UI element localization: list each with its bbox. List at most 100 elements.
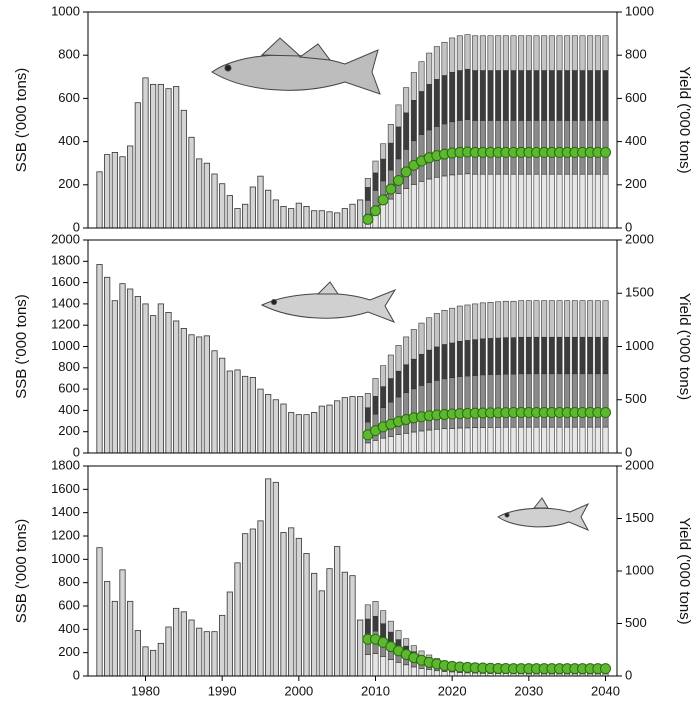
projection-segment xyxy=(487,173,494,229)
projection-segment xyxy=(433,670,440,677)
y-axis-label: SSB ('000 tons) xyxy=(13,68,30,173)
projection-segment xyxy=(587,373,594,428)
projection-segment xyxy=(479,35,486,71)
projection-segment xyxy=(579,373,586,428)
projection-segment xyxy=(579,336,586,375)
projection-segment xyxy=(594,35,601,71)
ssb-bar xyxy=(326,404,333,454)
ssb-bar xyxy=(134,296,141,454)
y-tick-label: 200 xyxy=(58,644,80,659)
projection-segment xyxy=(403,336,410,366)
projection-segment xyxy=(372,172,379,191)
projection-segment xyxy=(495,374,502,428)
y2-tick-label: 2000 xyxy=(625,457,654,472)
projection-segment xyxy=(548,35,555,71)
projection-segment xyxy=(364,442,371,454)
projection-segment xyxy=(441,378,448,430)
x-tick-label: 2010 xyxy=(361,683,390,698)
yield-point xyxy=(370,205,381,217)
y-tick-label: 600 xyxy=(58,90,80,105)
ssb-bar xyxy=(280,532,287,677)
projection-segment xyxy=(372,601,379,617)
projection-segment xyxy=(548,426,555,454)
projection-segment xyxy=(564,336,571,375)
projection-segment xyxy=(395,126,402,160)
projection-segment xyxy=(594,173,601,229)
projection-segment xyxy=(410,184,417,229)
x-tick-label: 1990 xyxy=(208,683,237,698)
projection-segment xyxy=(426,52,433,85)
yield-point xyxy=(377,194,389,206)
projection-segment xyxy=(541,70,548,121)
projection-segment xyxy=(456,340,463,377)
ssb-bar xyxy=(257,520,264,677)
projection-segment xyxy=(548,70,555,121)
y2-tick-label: 0 xyxy=(625,444,632,459)
ssb-bar xyxy=(234,562,241,677)
ssb-bar xyxy=(326,211,333,229)
ssb-bar xyxy=(341,397,348,454)
projection-segment xyxy=(510,70,517,121)
y-axis-label: SSB ('000 tons) xyxy=(13,294,30,399)
ssb-bar xyxy=(173,607,180,677)
projection-segment xyxy=(479,173,486,229)
projection-segment xyxy=(403,638,410,647)
projection-segment xyxy=(456,376,463,429)
projection-segment xyxy=(364,393,371,409)
ssb-bar xyxy=(150,649,157,677)
projection-segment xyxy=(556,173,563,229)
ssb-bar xyxy=(111,151,118,229)
projection-segment xyxy=(426,317,433,351)
projection-segment xyxy=(456,427,463,454)
ssb-bar xyxy=(357,619,364,677)
ssb-bar xyxy=(334,400,341,454)
projection-segment xyxy=(441,671,448,677)
y-tick-label: 1000 xyxy=(51,3,80,18)
yield-point xyxy=(600,663,611,675)
y-tick-label: 800 xyxy=(58,47,80,62)
projection-segment xyxy=(395,396,402,435)
projection-segment xyxy=(525,70,532,121)
projection-segment xyxy=(487,302,494,339)
projection-segment xyxy=(380,143,387,160)
projection-segment xyxy=(418,322,425,355)
y2-tick-label: 600 xyxy=(625,90,647,105)
projection-segment xyxy=(380,204,387,229)
y2-tick-label: 1000 xyxy=(625,3,654,18)
ssb-bar xyxy=(96,264,103,454)
projection-segment xyxy=(564,173,571,229)
projection-segment xyxy=(449,71,456,123)
y-tick-label: 1400 xyxy=(51,295,80,310)
projection-segment xyxy=(449,428,456,454)
projection-segment xyxy=(556,35,563,71)
projection-segment xyxy=(556,300,563,338)
projection-segment xyxy=(487,338,494,375)
projection-segment xyxy=(487,374,494,428)
y2-tick-label: 500 xyxy=(625,615,647,630)
projection-segment xyxy=(456,305,463,342)
y-tick-label: 1000 xyxy=(51,551,80,566)
projection-segment xyxy=(441,428,448,454)
projection-segment xyxy=(456,672,463,677)
x-tick-label: 2040 xyxy=(591,683,620,698)
projection-segment xyxy=(479,302,486,340)
projection-segment xyxy=(472,173,479,229)
projection-segment xyxy=(479,427,486,454)
ssb-bar xyxy=(104,581,111,677)
projection-segment xyxy=(487,35,494,71)
ssb-bar xyxy=(272,481,279,677)
y2-tick-label: 500 xyxy=(625,391,647,406)
projection-segment xyxy=(364,187,371,201)
projection-segment xyxy=(449,377,456,429)
ssb-bar xyxy=(318,405,325,454)
y-tick-label: 400 xyxy=(58,133,80,148)
ssb-bar xyxy=(127,145,134,229)
y-tick-label: 1000 xyxy=(51,338,80,353)
ssb-bar xyxy=(280,403,287,454)
projection-segment xyxy=(410,329,417,360)
projection-segment xyxy=(525,336,532,375)
projection-segment xyxy=(510,373,517,428)
ssb-bar xyxy=(257,388,264,454)
ssb-bar xyxy=(242,375,249,454)
y2-tick-label: 1000 xyxy=(625,562,654,577)
